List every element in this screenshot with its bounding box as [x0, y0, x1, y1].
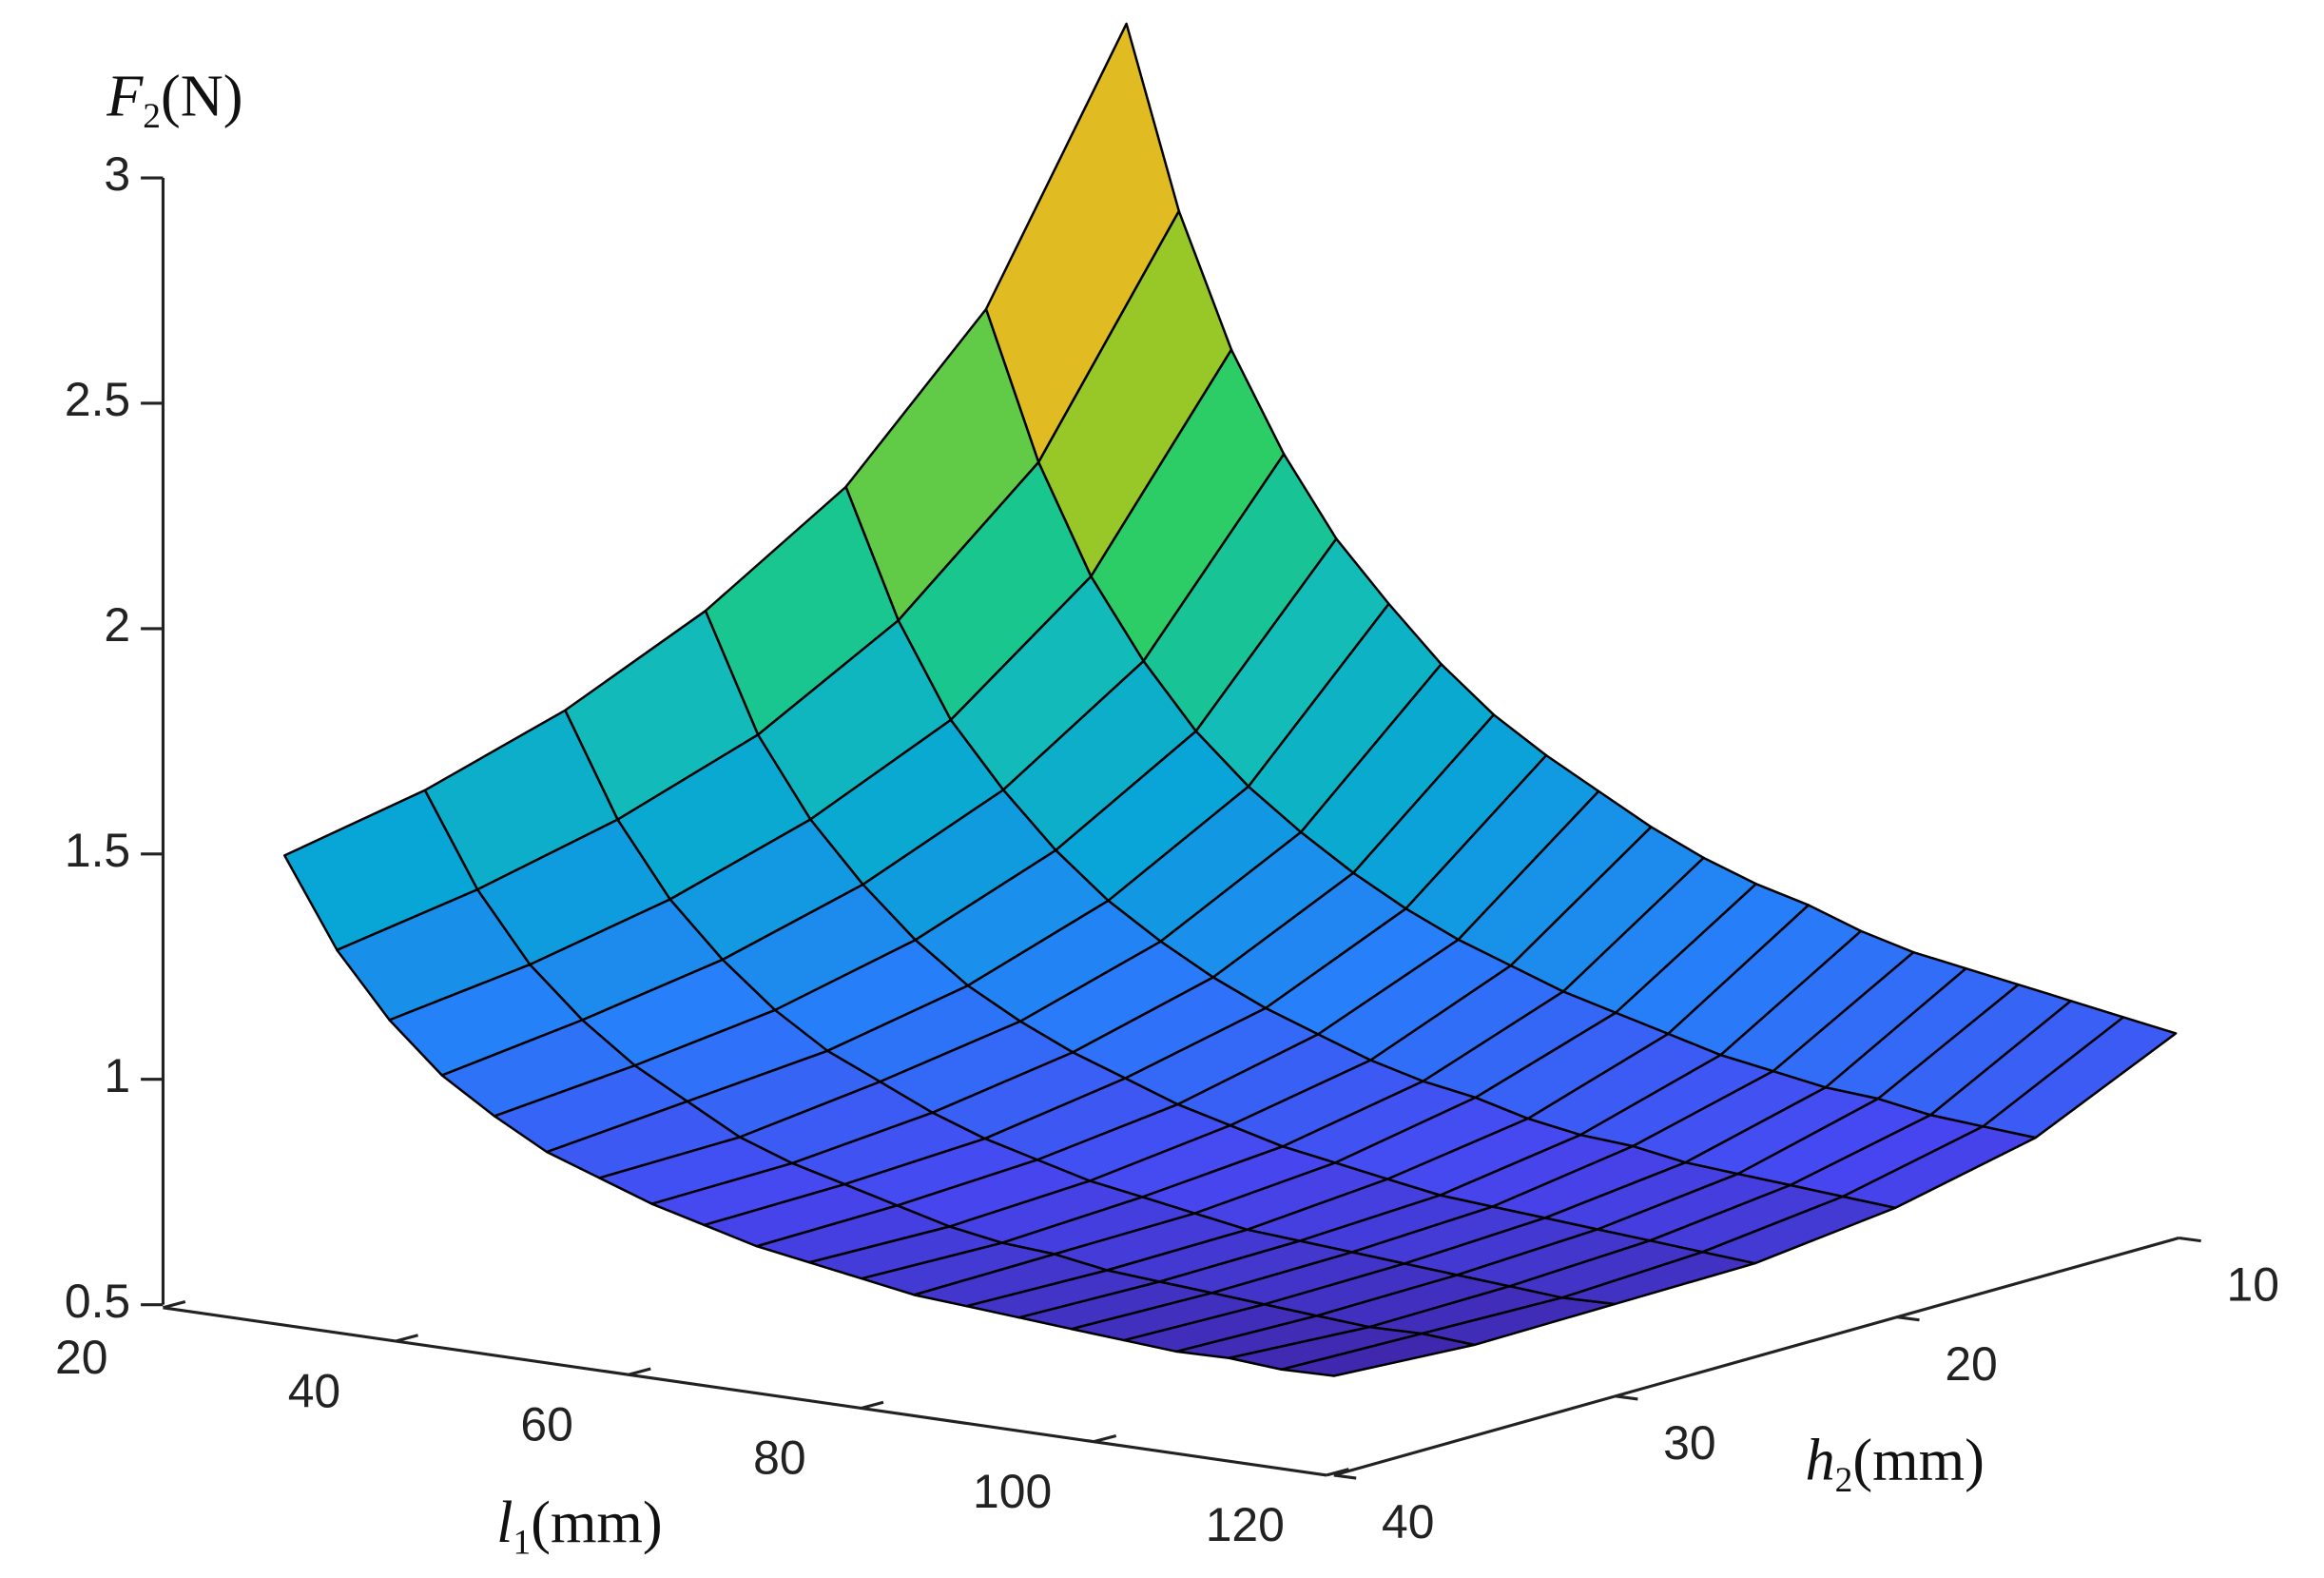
y-axis-line — [1333, 1237, 2179, 1477]
x-label-sub: 1 — [513, 1524, 531, 1563]
x-axis-line — [163, 1306, 1327, 1477]
x-tick-label: 80 — [753, 1432, 805, 1485]
y-tick-label: 20 — [1945, 1337, 1997, 1391]
z-label-symbol: F — [106, 64, 144, 129]
y-tick — [2179, 1236, 2201, 1243]
x-tick — [1093, 1433, 1117, 1444]
y-tick — [1333, 1473, 1357, 1480]
x-tick — [1326, 1468, 1349, 1477]
y-label-symbol: h — [1805, 1428, 1834, 1493]
z-tick-label: 0.5 — [65, 1275, 130, 1328]
surface-cell — [1280, 1332, 1476, 1377]
x-tick — [163, 1300, 186, 1310]
x-tick — [628, 1367, 651, 1376]
z-label-sub: 2 — [143, 97, 161, 136]
x-tick-label: 40 — [288, 1364, 340, 1417]
x-tick-label: 20 — [55, 1331, 107, 1384]
y-tick — [1615, 1394, 1638, 1401]
x-tick — [861, 1400, 884, 1410]
z-tick-label: 2 — [104, 598, 130, 652]
z-label-unit: (N) — [161, 64, 243, 129]
plot-area: F2(N) l1(mm) h2(mm) 0.511.522.5320406080… — [55, 22, 2279, 1563]
z-tick-label: 2.5 — [65, 373, 130, 426]
y-label-unit: (mm) — [1852, 1428, 1984, 1493]
y-axis-label: h2(mm) — [1805, 1428, 1984, 1500]
x-label-unit: (mm) — [531, 1490, 662, 1555]
z-tick-label: 1.5 — [65, 824, 130, 877]
x-tick-label: 60 — [520, 1398, 572, 1451]
x-label-symbol: l — [496, 1490, 513, 1555]
x-tick — [395, 1334, 418, 1343]
y-tick — [1896, 1315, 1920, 1322]
z-axis-label: F2(N) — [106, 64, 242, 136]
y-tick-label: 40 — [1382, 1495, 1434, 1549]
x-axis-label: l1(mm) — [496, 1490, 663, 1562]
z-tick-label: 3 — [104, 147, 130, 201]
y-tick-label: 30 — [1663, 1416, 1715, 1470]
x-tick-label: 120 — [1206, 1498, 1285, 1551]
x-tick-label: 100 — [973, 1465, 1052, 1518]
y-tick-label: 10 — [2226, 1258, 2278, 1312]
z-tick-label: 1 — [104, 1049, 130, 1102]
y-label-sub: 2 — [1835, 1461, 1853, 1500]
